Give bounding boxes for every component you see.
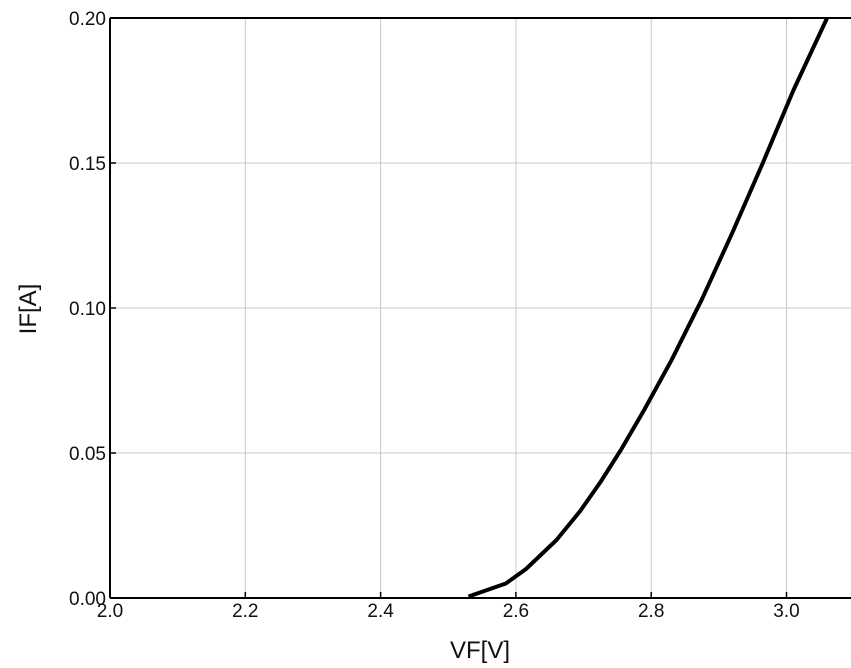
y-tick-label: 0.05 [69,444,106,465]
series-layer [467,17,829,599]
x-tick-label: 2.0 [97,601,123,622]
y-tick-label: 0.15 [69,154,106,175]
x-tick-label: 2.6 [503,601,529,622]
x-axis-label: VF[V] [450,637,510,664]
y-tick-label: 0.20 [69,9,106,30]
series-line [467,17,829,599]
x-tick-label: 3.0 [773,601,799,622]
y-axis-label: IF[A] [15,284,42,335]
y-tick-label: 0.00 [69,589,106,610]
y-tick-label: 0.10 [69,299,106,320]
x-tick-label: 2.8 [638,601,664,622]
axes [109,17,851,599]
x-tick-label: 2.2 [232,601,258,622]
x-tick-label: 2.4 [367,601,394,622]
tick-labels: 2.0 2.2 2.4 2.6 2.8 3.0 0.00 0.05 0.10 0.15 0.20 [69,9,800,622]
grid [110,18,851,598]
